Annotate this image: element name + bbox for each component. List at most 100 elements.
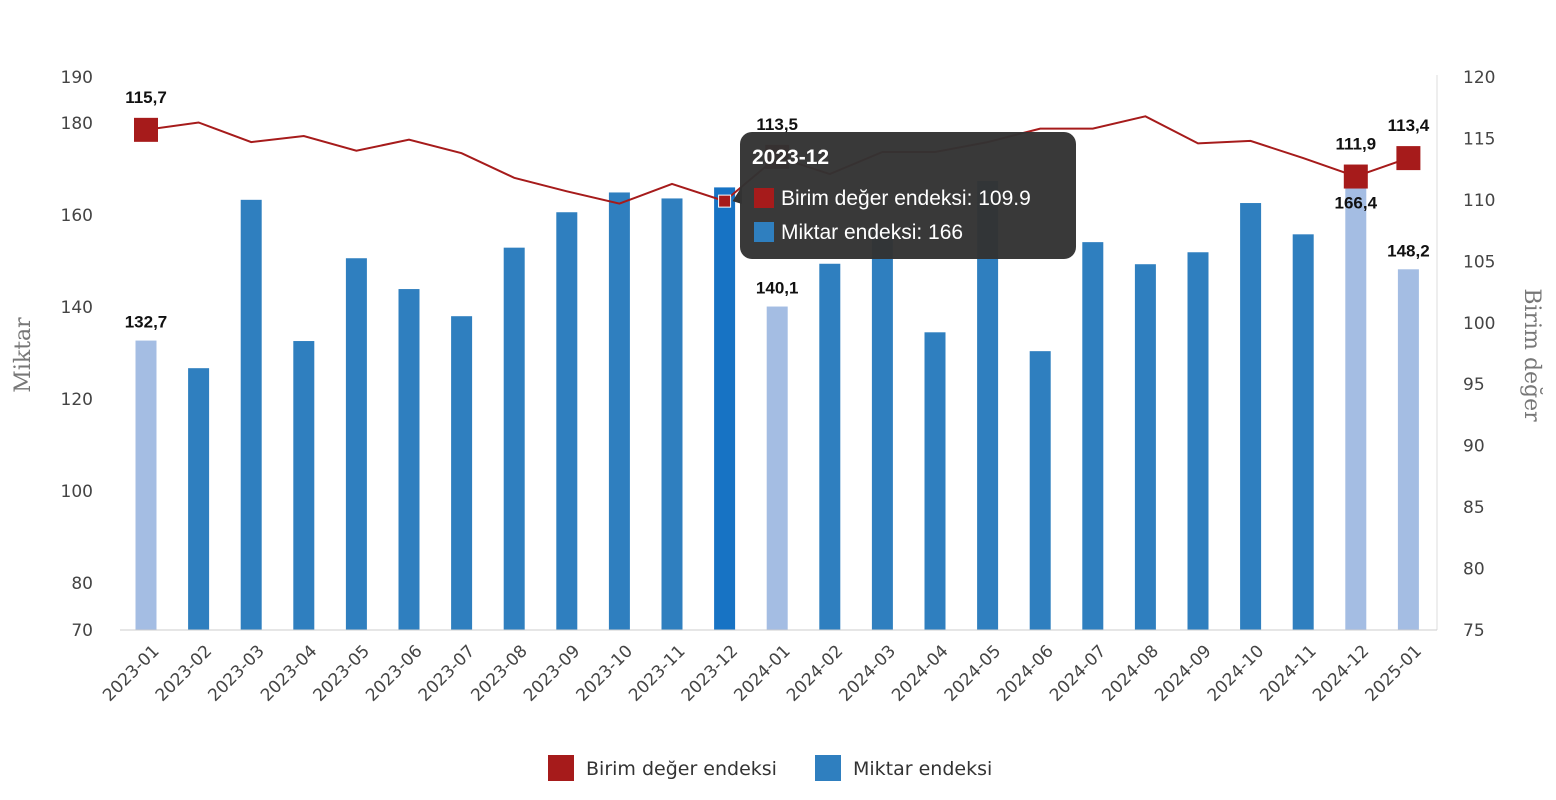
bar[interactable] — [188, 368, 210, 630]
right-tick-label: 75 — [1463, 621, 1485, 641]
right-tick-label: 120 — [1463, 68, 1495, 88]
left-axis-ticks: 70 80 100 120 140 160 180 190 — [61, 68, 93, 641]
x-tick-label: 2023-12 — [678, 641, 742, 705]
x-tick-label: 2023-07 — [415, 641, 479, 705]
tooltip: 2023-12 Birim değer endeksi: 109.9 Mikta… — [732, 132, 1076, 259]
tooltip-title: 2023-12 — [752, 146, 829, 169]
bar[interactable] — [1082, 242, 1104, 630]
line-marker[interactable] — [1343, 164, 1368, 189]
bar[interactable] — [345, 258, 367, 630]
x-tick-label: 2024-12 — [1309, 641, 1373, 705]
bar[interactable] — [924, 332, 946, 630]
x-tick-label: 2023-05 — [310, 641, 374, 705]
left-tick-label: 140 — [61, 298, 93, 318]
right-tick-label: 80 — [1463, 560, 1485, 580]
left-tick-label: 100 — [61, 482, 93, 502]
right-tick-label: 115 — [1463, 129, 1495, 149]
bar[interactable] — [977, 180, 999, 630]
bar[interactable] — [503, 247, 525, 630]
bar[interactable] — [293, 341, 315, 630]
left-tick-label: 180 — [61, 114, 93, 134]
x-tick-label: 2023-03 — [204, 641, 268, 705]
legend-item-birim[interactable]: Birim değer endeksi — [548, 755, 777, 781]
tooltip-box — [740, 132, 1076, 259]
bar[interactable] — [608, 192, 630, 630]
x-tick-label: 2024-10 — [1204, 641, 1268, 705]
x-tick-label: 2023-10 — [573, 641, 637, 705]
tooltip-swatch-birim — [754, 188, 774, 208]
left-tick-label: 80 — [71, 574, 93, 594]
left-tick-label: 120 — [61, 390, 93, 410]
legend-label-miktar: Miktar endeksi — [853, 758, 992, 780]
legend-label-birim: Birim değer endeksi — [586, 758, 777, 780]
x-tick-label: 2023-01 — [99, 641, 163, 705]
tooltip-line-birim: Birim değer endeksi: 109.9 — [781, 187, 1031, 210]
left-tick-label: 70 — [71, 621, 93, 641]
bar[interactable] — [1187, 252, 1209, 630]
bar[interactable] — [1397, 269, 1419, 630]
right-axis-title: Birim değer — [1519, 288, 1544, 422]
right-tick-label: 110 — [1463, 191, 1495, 211]
bar[interactable] — [398, 289, 420, 630]
right-tick-label: 105 — [1463, 252, 1495, 272]
x-tick-label: 2024-11 — [1256, 641, 1320, 705]
right-tick-label: 85 — [1463, 498, 1485, 518]
x-tick-label: 2023-09 — [520, 641, 584, 705]
x-tick-label: 2023-04 — [257, 641, 321, 705]
x-tick-label: 2023-08 — [467, 641, 531, 705]
x-tick-label: 2024-07 — [1046, 641, 1110, 705]
bar[interactable] — [135, 340, 157, 630]
bar[interactable] — [1134, 264, 1156, 630]
x-tick-label: 2023-02 — [152, 641, 216, 705]
legend-swatch-miktar — [815, 755, 841, 781]
bar[interactable] — [714, 187, 736, 630]
x-tick-label: 2024-05 — [941, 641, 1005, 705]
x-tick-label: 2024-06 — [993, 641, 1057, 705]
bar[interactable] — [766, 306, 788, 630]
bar[interactable] — [556, 212, 578, 631]
bar[interactable] — [1240, 203, 1262, 631]
bar-data-label: 148,2 — [1387, 241, 1430, 260]
bar-data-label: 166,4 — [1335, 194, 1378, 213]
x-tick-label: 2024-03 — [836, 641, 900, 705]
line-data-label: 111,9 — [1335, 135, 1376, 154]
bar-data-label: 140,1 — [756, 279, 799, 298]
x-tick-label: 2024-04 — [888, 641, 952, 705]
line-data-label: 115,7 — [125, 88, 167, 107]
bar[interactable] — [451, 316, 473, 630]
line-data-label: 113,5 — [756, 115, 798, 134]
legend: Birim değer endeksi Miktar endeksi — [548, 755, 992, 781]
bar[interactable] — [1292, 234, 1314, 630]
bar-series — [135, 180, 1419, 631]
bar[interactable] — [240, 199, 262, 630]
x-axis-ticks: 2023-012023-022023-032023-042023-052023-… — [99, 641, 1426, 705]
x-tick-label: 2023-11 — [625, 641, 689, 705]
right-tick-label: 95 — [1463, 375, 1485, 395]
bar[interactable] — [661, 198, 683, 630]
legend-swatch-birim — [548, 755, 574, 781]
bar[interactable] — [1029, 351, 1051, 630]
x-tick-label: 2024-02 — [783, 641, 847, 705]
line-marker-active[interactable] — [718, 194, 732, 208]
bar[interactable] — [1345, 185, 1367, 630]
line-marker[interactable] — [134, 117, 158, 142]
right-tick-label: 90 — [1463, 437, 1485, 457]
tooltip-pointer — [732, 186, 742, 204]
left-tick-label: 190 — [61, 68, 93, 88]
line-data-label: 113,4 — [1388, 116, 1430, 135]
x-tick-label: 2025-01 — [1362, 641, 1426, 705]
x-tick-label: 2024-01 — [730, 641, 794, 705]
bar[interactable] — [819, 263, 841, 630]
x-tick-label: 2024-09 — [1151, 641, 1215, 705]
line-marker[interactable] — [1396, 146, 1421, 171]
x-tick-label: 2023-06 — [362, 641, 426, 705]
bar[interactable] — [871, 229, 893, 630]
legend-item-miktar[interactable]: Miktar endeksi — [815, 755, 992, 781]
tooltip-line-miktar: Miktar endeksi: 166 — [781, 221, 963, 244]
left-tick-label: 160 — [61, 206, 93, 226]
left-axis-title: Miktar — [11, 317, 36, 393]
bar-data-label: 132,7 — [125, 313, 168, 332]
tooltip-swatch-miktar — [754, 222, 774, 242]
x-tick-label: 2024-08 — [1099, 641, 1163, 705]
